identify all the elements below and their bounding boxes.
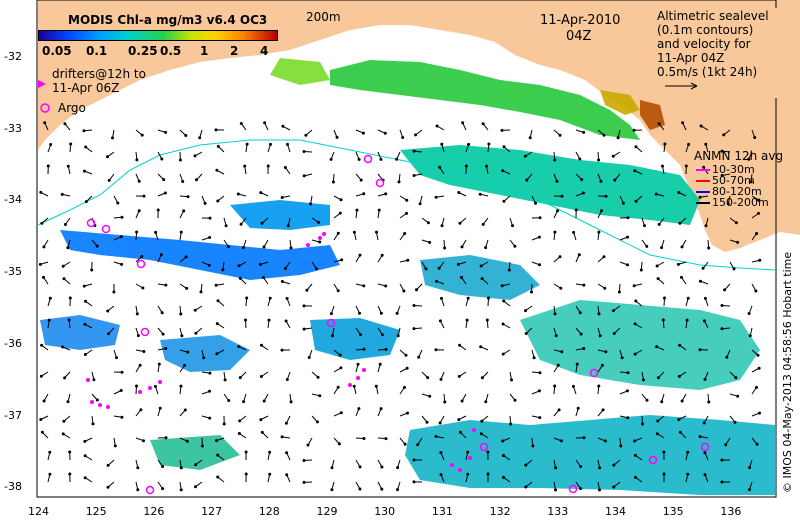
anmn-legend-item: 10-30m: [696, 163, 755, 176]
chlorophyll-colorbar: [38, 30, 278, 41]
longitude-tick: 125: [85, 505, 107, 518]
anmn-item-label: 80-120m: [712, 185, 762, 198]
latitude-tick: -37: [4, 408, 22, 422]
colorbar-title: MODIS Chl-a mg/m3 v6.4 OC3: [68, 13, 268, 27]
anmn-arrow-icon: [696, 202, 710, 204]
longitude-tick: 134: [605, 505, 626, 518]
anmn-title: ANMN 12h avg: [694, 149, 784, 163]
colorbar-tick: 4: [260, 44, 269, 58]
argo-floats: [40, 103, 710, 495]
colorbar-tick: 0.5: [160, 44, 182, 58]
anmn-legend-item: 50-70m: [696, 174, 755, 187]
latitude-tick: -34: [4, 193, 22, 207]
colorbar-tick: 0.25: [128, 44, 158, 58]
anmn-legend-item: 150-200m: [696, 196, 769, 209]
longitude-tick: 133: [547, 505, 569, 518]
anmn-legend: ANMN 12h avg 10-30m 50-70m 80-120m 150-200m: [694, 150, 783, 210]
land-mass: [38, 0, 800, 252]
anmn-item-label: 50-70m: [712, 174, 755, 187]
sealevel-line-4: 11-Apr 04Z: [657, 51, 725, 65]
map-frame: [36, 0, 777, 498]
anmn-arrow-icon: [696, 191, 710, 193]
sealevel-line-5: 0.5m/s (1kt 24h): [657, 65, 758, 79]
longitude-tick: 135: [662, 505, 684, 518]
credit-label: © IMOS 04-May-2013 04:58:56 Hobart time: [781, 251, 794, 493]
colorbar-tick: 0.1: [86, 44, 108, 58]
drifter-tracks: [38, 80, 476, 472]
drifters-legend-line-1: drifters@12h to: [52, 67, 146, 81]
latitude-tick: -33: [4, 121, 22, 135]
anmn-item-label: 10-30m: [712, 163, 755, 176]
velocity-arrows: [38, 121, 762, 492]
anmn-legend-item: 80-120m: [696, 185, 762, 198]
anmn-arrow-icon: [696, 169, 710, 171]
latitude-tick: -35: [4, 265, 22, 279]
argo-legend-label: Argo: [58, 101, 86, 115]
latitude-tick: -38: [4, 480, 22, 494]
velocity-scale-arrow: [665, 82, 698, 90]
sealevel-line-1: Altimetric sealevel: [657, 9, 769, 23]
colorbar-tick: 1: [200, 44, 209, 58]
longitude-tick: 127: [201, 505, 223, 518]
anmn-item-label: 150-200m: [712, 196, 769, 209]
longitude-tick: 126: [143, 505, 165, 518]
colorbar-tick: 2: [230, 44, 239, 58]
longitude-tick: 136: [720, 505, 742, 518]
sealevel-line-3: and velocity for: [657, 37, 751, 51]
latitude-tick: -36: [4, 336, 22, 350]
longitude-tick: 128: [258, 505, 280, 518]
sealevel-legend: Altimetric sealevel (0.1m contours) and …: [653, 8, 777, 98]
longitude-tick: 131: [431, 505, 453, 518]
longitude-tick: 130: [374, 505, 396, 518]
contour-label: 200m: [306, 10, 341, 24]
latitude-tick: -32: [4, 50, 22, 63]
longitude-tick: 132: [489, 505, 511, 518]
bathymetry-contour-200m: [37, 139, 776, 271]
sealevel-line-2: (0.1m contours): [657, 23, 754, 37]
date-label: 11-Apr-2010: [540, 13, 621, 28]
colorbar-tick: 0.05: [42, 44, 72, 58]
anmn-arrow-icon: [696, 180, 710, 182]
longitude-tick: 124: [28, 505, 49, 518]
drifters-legend-line-2: 11-Apr 06Z: [52, 81, 120, 95]
time-label: 04Z: [566, 29, 592, 44]
longitude-tick: 129: [316, 505, 338, 518]
